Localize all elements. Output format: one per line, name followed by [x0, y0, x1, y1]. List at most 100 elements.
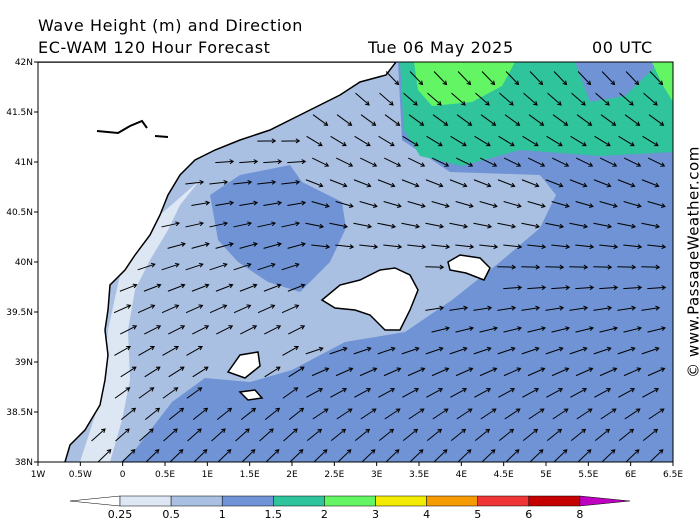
- arrow: [215, 200, 235, 206]
- arrow: [576, 114, 593, 126]
- arrow: [545, 346, 564, 355]
- arrow: [623, 157, 642, 167]
- arrow: [623, 367, 642, 377]
- arrow: [215, 159, 235, 165]
- arrow: [408, 114, 425, 126]
- arrow: [209, 304, 228, 314]
- arrow: [431, 200, 450, 209]
- arrow: [263, 283, 282, 292]
- arrow: [233, 304, 252, 314]
- arrow: [281, 262, 300, 271]
- arrow: [522, 388, 540, 398]
- arrow: [551, 200, 570, 209]
- arrow: [457, 71, 472, 86]
- arrow: [217, 449, 232, 462]
- arrow: [643, 92, 658, 106]
- arrow: [407, 200, 426, 209]
- title: Wave Height (m) and Direction: [38, 16, 303, 35]
- arrow: [551, 157, 570, 167]
- arrow: [401, 346, 420, 355]
- lon-label: 0.5E: [155, 470, 175, 480]
- arrow: [527, 157, 546, 167]
- arrow: [575, 326, 594, 333]
- arrow: [593, 264, 613, 270]
- arrow: [593, 305, 613, 311]
- arrow: [527, 367, 546, 377]
- arrow: [337, 449, 352, 462]
- arrow: [409, 449, 424, 462]
- arrow: [186, 345, 203, 356]
- arrow: [335, 200, 354, 209]
- arrow: [599, 367, 618, 377]
- arrow: [329, 222, 349, 229]
- arrow: [451, 92, 466, 106]
- arrow: [211, 428, 226, 442]
- arrow: [330, 388, 348, 398]
- arrow: [647, 367, 666, 377]
- arrow: [311, 200, 330, 209]
- arrow: [545, 179, 564, 188]
- arrow: [408, 408, 425, 420]
- arrow: [504, 114, 521, 126]
- lat-label: 39N: [15, 358, 33, 368]
- arrow: [264, 407, 281, 420]
- arrow: [305, 179, 324, 188]
- arrow: [505, 449, 520, 462]
- arrow: [551, 285, 571, 291]
- lon-label: 1.5E: [240, 470, 260, 480]
- arrow: [497, 179, 516, 188]
- arrow: [527, 285, 547, 291]
- arrow: [619, 92, 634, 106]
- arrow: [527, 326, 546, 333]
- arrow: [455, 200, 474, 209]
- colorbar-high: [579, 495, 630, 507]
- arrow: [504, 408, 521, 420]
- arrow: [257, 179, 277, 185]
- arrow: [263, 159, 283, 165]
- lon-label: 1E: [202, 470, 214, 480]
- colorbar-segment: [324, 495, 376, 507]
- colorbar-label: 5: [474, 508, 481, 521]
- arrow: [383, 200, 402, 209]
- arrow: [642, 135, 659, 147]
- arrow: [233, 221, 253, 228]
- arrow: [233, 179, 253, 185]
- arrow: [192, 407, 209, 420]
- arrow: [312, 408, 329, 420]
- arrow: [617, 222, 637, 229]
- arrow: [425, 305, 445, 311]
- colorbar-label: 4: [423, 508, 430, 521]
- arrow: [455, 326, 474, 333]
- lon-label: 5.5E: [578, 470, 598, 480]
- arrow: [623, 326, 642, 333]
- colorbar-segment: [375, 495, 427, 507]
- arrow: [553, 449, 568, 462]
- arrow: [431, 157, 450, 167]
- arrow: [455, 157, 474, 167]
- arrow: [265, 449, 280, 462]
- arrow: [281, 304, 300, 314]
- arrow: [425, 264, 445, 270]
- arrow: [593, 222, 613, 229]
- arrow: [551, 326, 570, 333]
- arrow: [523, 92, 538, 106]
- arrow: [162, 345, 179, 356]
- arrow: [288, 407, 305, 420]
- arrow: [546, 135, 563, 147]
- arrow: [185, 179, 205, 185]
- arrow: [263, 200, 283, 206]
- arrow: [162, 387, 179, 399]
- arrow: [599, 326, 618, 333]
- arrow: [426, 428, 443, 442]
- arrow: [648, 114, 665, 126]
- arrow: [287, 200, 307, 206]
- arrow: [354, 135, 371, 147]
- arrow: [145, 449, 160, 462]
- arrow: [647, 200, 666, 209]
- arrow: [625, 449, 640, 462]
- colorbar-segment: [477, 495, 530, 507]
- arrow: [641, 222, 661, 229]
- lon-label: 6E: [625, 470, 637, 480]
- arrow: [144, 366, 161, 378]
- arrow: [499, 92, 514, 106]
